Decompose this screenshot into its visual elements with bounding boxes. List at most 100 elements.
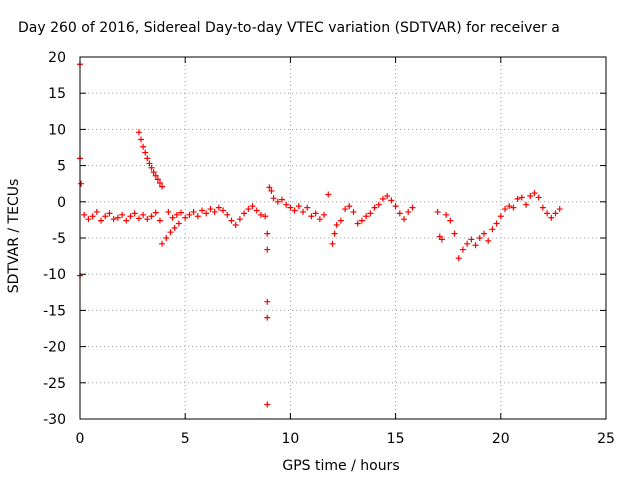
- data-point: [131, 210, 138, 217]
- data-point: [249, 203, 256, 210]
- data-point: [148, 164, 155, 171]
- data-point: [144, 155, 151, 162]
- y-tick-label: -5: [52, 231, 66, 247]
- data-point: [140, 143, 147, 150]
- data-point: [489, 226, 496, 233]
- data-point: [167, 229, 174, 236]
- tick-layer: 0 5 10 15 20 25 20 15 10 5 0 -5 -10 -15 -20 -25 -30: [43, 50, 615, 447]
- data-point: [207, 206, 214, 213]
- data-point: [375, 201, 382, 208]
- data-point: [194, 213, 201, 220]
- data-point: [232, 221, 239, 228]
- data-point: [514, 195, 521, 202]
- data-point: [270, 195, 277, 202]
- data-point: [264, 246, 271, 253]
- chart-title: Day 260 of 2016, Sidereal Day-to-day VTE…: [18, 20, 560, 36]
- data-point: [527, 193, 534, 200]
- x-tick-label: 10: [281, 431, 299, 447]
- y-tick-label: -25: [43, 376, 66, 392]
- data-point: [354, 220, 361, 227]
- y-tick-label: 10: [48, 122, 66, 138]
- data-point: [278, 196, 285, 203]
- data-point: [493, 220, 500, 227]
- data-point: [472, 242, 479, 249]
- data-point: [346, 203, 353, 210]
- data-point: [451, 230, 458, 237]
- data-point: [182, 214, 189, 221]
- data-point: [371, 204, 378, 211]
- x-tick-label: 15: [387, 431, 405, 447]
- data-point: [152, 172, 159, 179]
- data-point: [264, 298, 271, 305]
- data-point: [169, 214, 176, 221]
- data-point: [266, 184, 273, 191]
- data-point: [171, 224, 178, 231]
- data-point: [510, 204, 517, 211]
- data-point: [283, 201, 290, 208]
- data-point: [535, 194, 542, 201]
- data-point: [253, 207, 260, 214]
- data-point: [544, 210, 551, 217]
- y-axis-label: SDTVAR / TECUs: [6, 179, 22, 294]
- y-tick-label: -10: [43, 267, 66, 283]
- data-point: [396, 210, 403, 217]
- data-point: [173, 211, 180, 218]
- data-point: [485, 237, 492, 244]
- y-tick-label: 15: [48, 86, 66, 102]
- data-point: [443, 211, 450, 218]
- data-point: [401, 216, 408, 223]
- data-point: [106, 210, 113, 217]
- data-point: [146, 160, 153, 167]
- data-point: [93, 208, 100, 215]
- data-point: [257, 211, 264, 218]
- y-tick-label: 5: [57, 159, 66, 175]
- x-tick-label: 20: [492, 431, 510, 447]
- data-point: [502, 206, 509, 213]
- data-point: [464, 240, 471, 247]
- data-point: [468, 236, 475, 243]
- data-point: [388, 197, 395, 204]
- data-point: [308, 213, 315, 220]
- data-point: [409, 204, 416, 211]
- data-point: [163, 235, 170, 241]
- data-point: [211, 208, 218, 215]
- data-point: [295, 203, 302, 210]
- data-point: [148, 213, 155, 220]
- data-point: [497, 213, 504, 220]
- data-point: [262, 213, 269, 220]
- data-point: [325, 191, 332, 198]
- y-tick-label: -20: [43, 340, 66, 356]
- x-tick-label: 25: [597, 431, 615, 447]
- data-point: [518, 194, 525, 201]
- x-tick-label: 5: [181, 431, 190, 447]
- x-tick-label: 0: [76, 431, 85, 447]
- data-point: [476, 235, 483, 241]
- data-point: [367, 210, 374, 217]
- data-point: [405, 208, 412, 215]
- data-point: [241, 210, 248, 217]
- data-point: [539, 204, 546, 211]
- data-point: [144, 216, 151, 223]
- data-point: [379, 195, 386, 202]
- y-tick-label: -30: [43, 412, 66, 428]
- data-point: [312, 210, 319, 217]
- data-point: [228, 217, 235, 224]
- y-tick-label: 0: [57, 195, 66, 211]
- y-tick-label: -15: [43, 303, 66, 319]
- data-point: [268, 187, 275, 194]
- data-point: [135, 129, 142, 136]
- data-point: [384, 193, 391, 200]
- data-point: [342, 206, 349, 213]
- data-point: [363, 213, 370, 220]
- data-point: [224, 211, 231, 218]
- points-layer: [77, 61, 563, 408]
- data-point: [300, 208, 307, 215]
- data-point: [119, 211, 126, 218]
- data-point: [264, 314, 271, 321]
- data-point: [89, 213, 96, 220]
- data-point: [552, 210, 559, 217]
- data-point: [98, 217, 105, 224]
- data-point: [455, 255, 462, 262]
- data-point: [459, 246, 466, 253]
